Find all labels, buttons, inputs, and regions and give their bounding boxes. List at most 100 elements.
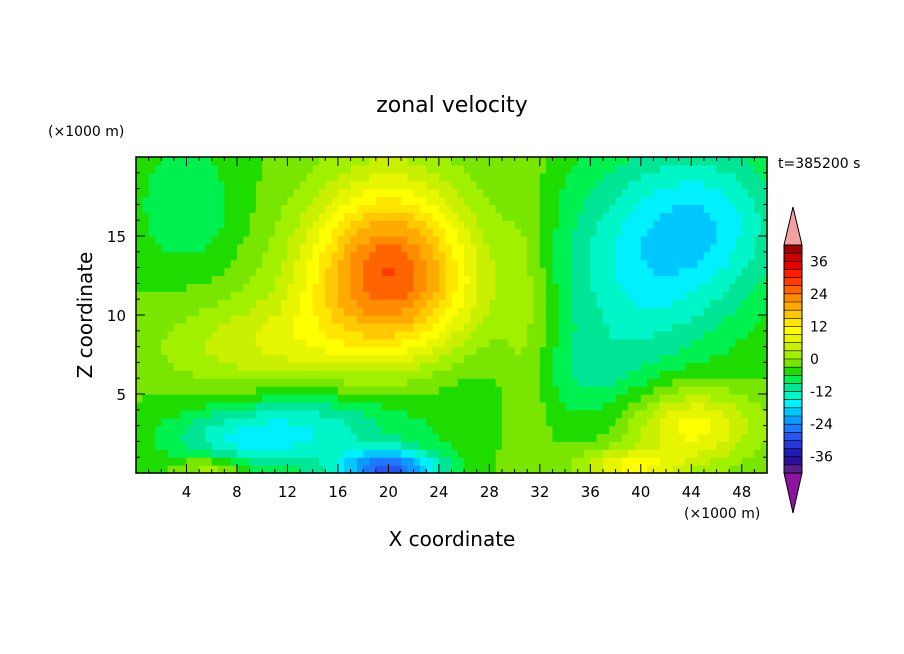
heatmap-cell xyxy=(318,346,326,356)
heatmap-cell xyxy=(609,457,617,466)
heatmap-cell xyxy=(621,291,629,300)
heatmap-cell xyxy=(457,196,465,205)
heatmap-cell xyxy=(634,307,642,316)
heatmap-cell xyxy=(533,275,541,284)
time-label: t=385200 s xyxy=(778,156,860,172)
heatmap-cell xyxy=(558,425,566,435)
heatmap-cell xyxy=(306,386,314,395)
heatmap-cell xyxy=(426,164,434,174)
heatmap-cell xyxy=(533,441,541,450)
heatmap-cell xyxy=(678,465,686,474)
heatmap-cell xyxy=(552,338,560,348)
heatmap-cell xyxy=(419,322,427,332)
heatmap-cell xyxy=(230,322,238,332)
heatmap-cell xyxy=(647,283,655,292)
heatmap-cell xyxy=(306,465,314,474)
heatmap-cell xyxy=(628,425,636,435)
heatmap-cell xyxy=(760,433,768,442)
heatmap-cell xyxy=(483,401,490,411)
heatmap-cell xyxy=(300,417,307,427)
heatmap-cell xyxy=(748,433,755,442)
heatmap-cell xyxy=(483,180,490,190)
heatmap-cell xyxy=(224,228,232,237)
heatmap-cell xyxy=(489,441,497,450)
heatmap-cell xyxy=(318,299,326,308)
heatmap-cell xyxy=(419,157,427,166)
heatmap-cell xyxy=(520,354,528,363)
heatmap-cell xyxy=(281,417,289,427)
heatmap-cell xyxy=(666,449,673,458)
heatmap-cell xyxy=(413,401,421,411)
heatmap-cell xyxy=(211,172,219,182)
heatmap-cell xyxy=(634,322,642,332)
heatmap-cell xyxy=(722,386,730,395)
heatmap-cell xyxy=(716,180,724,190)
heatmap-cell xyxy=(211,275,219,284)
heatmap-cell xyxy=(363,236,371,245)
heatmap-cell xyxy=(501,315,509,324)
heatmap-cell xyxy=(300,394,307,403)
heatmap-cell xyxy=(161,204,169,213)
heatmap-cell xyxy=(432,236,440,245)
heatmap-cell xyxy=(678,354,686,363)
heatmap-cell xyxy=(760,354,768,363)
heatmap-cell xyxy=(741,157,749,166)
heatmap-cell xyxy=(438,283,446,292)
heatmap-cell xyxy=(647,164,655,174)
heatmap-cell xyxy=(426,441,434,450)
heatmap-cell xyxy=(344,441,352,450)
heatmap-cell xyxy=(218,228,225,237)
heatmap-cell xyxy=(199,307,207,316)
heatmap-cell xyxy=(640,386,648,395)
heatmap-cell xyxy=(432,401,440,411)
heatmap-cell xyxy=(596,401,604,411)
heatmap-cell xyxy=(350,394,358,403)
heatmap-cell xyxy=(501,220,509,229)
heatmap-cell xyxy=(546,315,554,324)
heatmap-cell xyxy=(300,228,307,237)
heatmap-cell xyxy=(363,330,371,340)
heatmap-cell xyxy=(407,164,415,174)
heatmap-cell xyxy=(584,425,591,435)
heatmap-cell xyxy=(691,417,699,427)
heatmap-cell xyxy=(464,267,472,277)
heatmap-cell xyxy=(476,259,484,269)
heatmap-cell xyxy=(678,236,686,245)
heatmap-cell xyxy=(154,275,162,284)
heatmap-cell xyxy=(344,322,352,332)
heatmap-cell xyxy=(281,259,289,269)
heatmap-cell xyxy=(136,401,143,411)
heatmap-cell xyxy=(281,188,289,198)
heatmap-cell xyxy=(401,354,408,363)
heatmap-cell xyxy=(533,378,541,387)
heatmap-cell xyxy=(136,378,143,387)
heatmap-cell xyxy=(640,354,648,363)
heatmap-cell xyxy=(255,267,263,277)
heatmap-cell xyxy=(457,441,465,450)
heatmap-cell xyxy=(438,157,446,166)
heatmap-cell xyxy=(325,157,333,166)
heatmap-cell xyxy=(369,322,377,332)
heatmap-cell xyxy=(180,449,188,458)
heatmap-cell xyxy=(615,307,623,316)
heatmap-cell xyxy=(186,220,194,229)
heatmap-cell xyxy=(546,449,554,458)
heatmap-cell xyxy=(255,204,263,213)
heatmap-cell xyxy=(546,433,554,442)
heatmap-cell xyxy=(401,251,408,261)
heatmap-cell xyxy=(167,386,175,395)
heatmap-cell xyxy=(419,251,427,261)
heatmap-cell xyxy=(407,228,415,237)
heatmap-cell xyxy=(287,433,295,442)
heatmap-cell xyxy=(464,157,472,166)
heatmap-cell xyxy=(546,283,554,292)
colorbar-swatch xyxy=(784,318,802,327)
heatmap-cell xyxy=(621,180,629,190)
heatmap-cell xyxy=(476,204,484,213)
heatmap-cell xyxy=(501,275,509,284)
heatmap-cell xyxy=(584,346,591,356)
heatmap-cell xyxy=(596,338,604,348)
heatmap-cell xyxy=(672,449,680,458)
heatmap-cell xyxy=(199,212,207,221)
heatmap-cell xyxy=(243,251,251,261)
